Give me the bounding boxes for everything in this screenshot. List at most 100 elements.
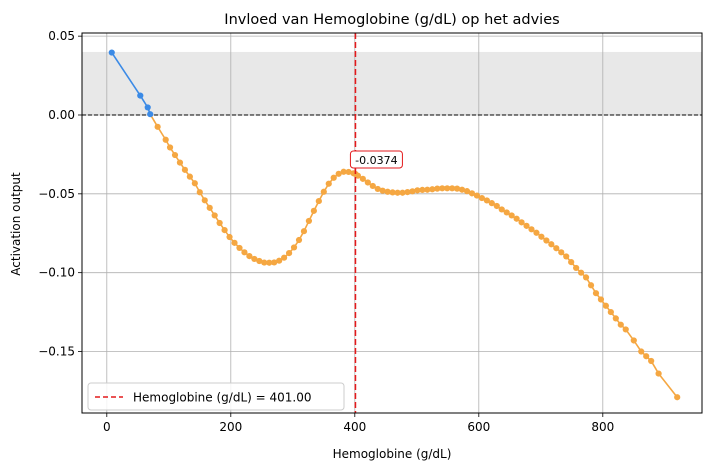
y-tick-label: −0.05 (38, 187, 75, 201)
data-point (444, 185, 451, 192)
data-point (354, 172, 361, 179)
data-point (154, 123, 161, 130)
data-point (434, 185, 441, 192)
data-point (429, 186, 436, 193)
data-point (305, 217, 313, 225)
data-point (597, 296, 605, 303)
data-point (655, 370, 662, 377)
axes-frame (81, 32, 703, 414)
x-tick-label: 600 (467, 420, 490, 434)
data-point (630, 337, 637, 344)
data-point (256, 257, 263, 265)
data-point (206, 204, 213, 211)
data-point (281, 254, 288, 261)
plot-inner (82, 33, 702, 413)
data-point (528, 226, 535, 233)
shaded-band (82, 51, 702, 115)
data-point (548, 241, 555, 248)
data-point (320, 188, 327, 195)
data-point (488, 200, 495, 207)
data-point (592, 290, 600, 297)
data-point (261, 259, 268, 266)
data-point (389, 189, 396, 196)
series-line-segment (657, 373, 678, 398)
data-point (607, 308, 614, 316)
data-point (582, 274, 590, 281)
x-axis-label: Hemoglobine (g/dL) (333, 447, 452, 461)
data-point (439, 185, 446, 192)
data-point (498, 206, 505, 213)
data-point (533, 229, 540, 236)
data-point (414, 187, 421, 194)
data-point (622, 326, 629, 333)
data-point (359, 175, 366, 182)
data-point (211, 212, 218, 219)
data-point (409, 188, 416, 195)
x-tick-label: 0 (103, 420, 111, 434)
x-tick-label: 800 (591, 420, 614, 434)
data-point (424, 186, 431, 193)
data-point (483, 197, 490, 204)
data-point (578, 269, 585, 276)
data-point (147, 111, 154, 118)
data-point (648, 357, 655, 365)
data-point (166, 144, 174, 151)
data-point (568, 259, 575, 266)
data-point (503, 209, 510, 216)
data-point (394, 189, 401, 196)
data-point (241, 249, 248, 256)
data-point (478, 194, 485, 202)
data-point (364, 179, 371, 186)
y-tick-label: 0.05 (48, 29, 75, 43)
y-tick-label: 0.00 (48, 108, 75, 122)
data-point (181, 166, 189, 173)
data-point (643, 353, 650, 360)
data-point (493, 202, 500, 210)
data-point (251, 255, 258, 263)
data-point (315, 197, 322, 205)
data-point (617, 321, 624, 328)
data-point (674, 394, 681, 401)
data-point (404, 188, 411, 196)
data-point (563, 253, 570, 260)
data-point (276, 257, 283, 264)
data-point (176, 159, 184, 166)
legend: Hemoglobine (g/dL) = 401.00 (87, 382, 345, 411)
data-point (196, 189, 203, 196)
data-point (191, 180, 198, 187)
data-point (553, 245, 560, 252)
data-point (473, 192, 481, 199)
data-point (558, 249, 565, 256)
data-point (573, 264, 580, 272)
data-point (518, 219, 525, 226)
data-point (543, 237, 550, 244)
data-point (171, 151, 179, 159)
data-point (137, 92, 144, 99)
y-tick-label: −0.15 (38, 345, 75, 359)
data-point (468, 190, 476, 197)
data-point (285, 250, 293, 257)
data-point (295, 236, 303, 244)
data-point (271, 259, 278, 266)
data-point (419, 186, 426, 193)
data-point (221, 226, 228, 234)
data-point (246, 253, 253, 260)
data-point (201, 197, 208, 204)
data-point (216, 219, 223, 227)
data-point (266, 259, 273, 266)
data-point (638, 348, 645, 355)
data-point (374, 185, 381, 193)
data-point (587, 282, 595, 289)
data-point (226, 233, 233, 241)
data-point (330, 174, 337, 181)
x-tick-label: 200 (219, 420, 242, 434)
legend-entry-label: Hemoglobine (g/dL) = 401.00 (133, 391, 311, 405)
data-point (162, 136, 169, 143)
data-point (369, 182, 376, 190)
data-point (310, 207, 317, 214)
y-tick-label: −0.10 (38, 266, 75, 280)
data-point (345, 168, 352, 176)
data-point (523, 222, 530, 229)
data-point (449, 185, 456, 192)
